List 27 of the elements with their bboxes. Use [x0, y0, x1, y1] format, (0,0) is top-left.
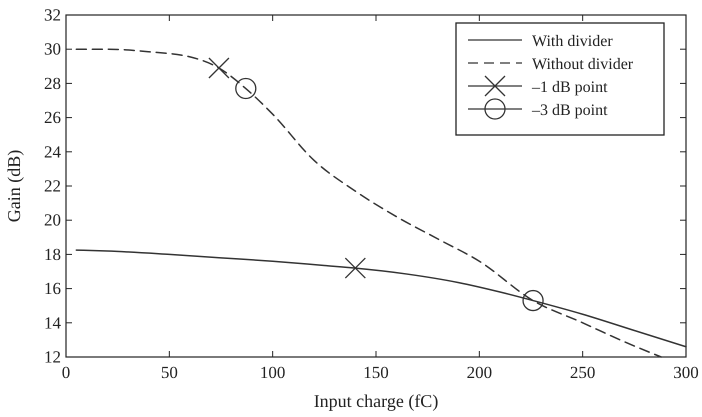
legend-label: Without divider — [532, 56, 634, 73]
y-axis-title: Gain (dB) — [4, 150, 24, 222]
y-tick-label: 24 — [44, 142, 62, 162]
y-tick-label: 26 — [44, 108, 61, 128]
y-tick-label: 20 — [44, 210, 61, 230]
y-tick-label: 16 — [44, 279, 61, 298]
y-tick-label: 14 — [44, 313, 62, 332]
legend-label: –1 dB point — [531, 79, 608, 96]
y-tick-label: 22 — [44, 176, 61, 196]
legend-label: –3 dB point — [531, 102, 608, 119]
x-tick-label: 300 — [673, 363, 699, 382]
y-tick-label: 12 — [44, 347, 61, 366]
point — [522, 290, 544, 312]
point — [235, 78, 256, 100]
point — [344, 257, 366, 279]
y-tick-label: 32 — [44, 5, 61, 24]
x-tick-label: 200 — [466, 363, 492, 382]
x-axis-title: Input charge (fC) — [314, 391, 438, 411]
x-tick-label: 250 — [570, 363, 596, 382]
x-tick-label: 0 — [62, 363, 70, 382]
y-tick-label: 28 — [44, 74, 61, 93]
y-tick-label: 30 — [44, 40, 61, 59]
legend-label: With divider — [532, 33, 614, 50]
y-tick-label: 18 — [44, 244, 61, 264]
x-tick-label: 100 — [260, 363, 286, 382]
x-tick-label: 50 — [160, 363, 178, 382]
x-tick-label: 150 — [363, 363, 389, 382]
